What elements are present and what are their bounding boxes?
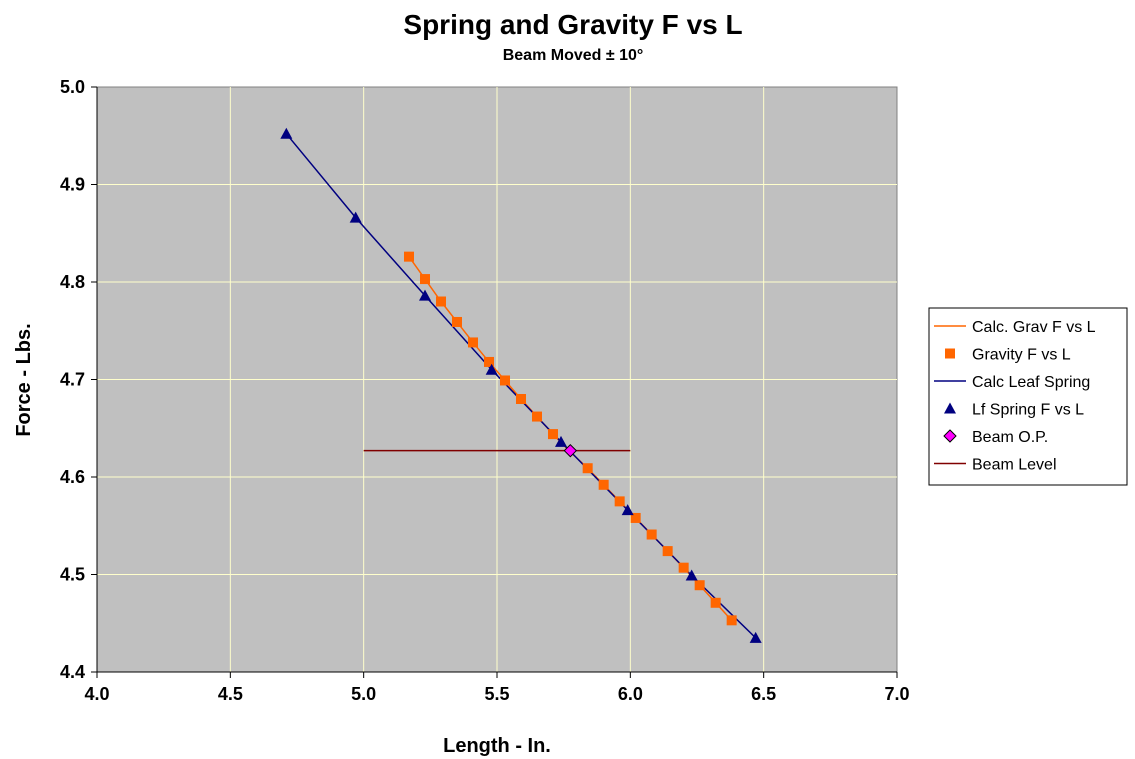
data-point — [420, 274, 430, 285]
y-axis-label: Force - Lbs. — [13, 323, 35, 436]
data-point — [749, 631, 762, 643]
x-tick-label: 6.0 — [618, 684, 643, 704]
x-tick-label: 5.5 — [484, 684, 509, 704]
legend-label: Beam Level — [972, 457, 1057, 474]
legend: Calc. Grav F vs L Gravity F vs L Calc Leaf… — [928, 307, 1128, 486]
data-point — [630, 512, 641, 523]
chart-subtitle: Beam Moved ± 10° — [503, 47, 644, 64]
data-point — [646, 529, 657, 540]
data-point — [685, 569, 698, 581]
x-tick-label: 4.5 — [218, 684, 243, 704]
data-point — [548, 429, 558, 440]
x-tick-label: 6.5 — [751, 684, 776, 704]
data-point — [436, 296, 446, 307]
gridlines — [97, 87, 897, 672]
x-tick-label: 5.0 — [351, 684, 376, 704]
data-point — [468, 337, 478, 348]
series-layer — [280, 127, 762, 643]
y-tick-label: 4.5 — [60, 565, 85, 585]
y-tick-label: 4.9 — [60, 175, 85, 195]
x-tick-label: 7.0 — [884, 684, 909, 704]
legend-label: Gravity F vs L — [972, 347, 1071, 364]
data-point — [621, 504, 634, 516]
x-axis-label: Length - In. — [443, 735, 551, 757]
legend-label: Lf Spring F vs L — [972, 402, 1084, 419]
data-point — [555, 435, 567, 447]
series-1 — [404, 251, 737, 626]
y-tick-label: 5.0 — [60, 77, 85, 97]
data-point — [582, 463, 593, 474]
legend-swatch — [945, 348, 955, 359]
data-point — [500, 375, 510, 386]
tick-labels: 4.0 4.5 5.0 5.5 6.0 6.5 7.0 4.4 4.5 4.6 4.7 4.8 4.9 5… — [60, 77, 910, 704]
data-point — [419, 289, 431, 301]
y-tick-label: 4.6 — [60, 467, 85, 487]
data-point — [710, 597, 721, 608]
data-point — [678, 562, 689, 573]
data-point — [404, 251, 414, 262]
data-point — [726, 615, 737, 626]
data-point — [349, 211, 362, 223]
data-point — [662, 546, 673, 557]
legend-swatch — [943, 429, 957, 443]
legend-box — [928, 307, 1128, 486]
data-point — [484, 356, 494, 367]
series-4 — [563, 443, 578, 458]
data-point — [516, 394, 526, 404]
y-tick-label: 4.8 — [60, 272, 85, 292]
data-point — [563, 443, 578, 458]
x-tick-label: 4.0 — [84, 684, 109, 704]
axes — [91, 86, 898, 678]
data-point — [452, 316, 462, 327]
data-point — [280, 127, 293, 139]
chart-title: Spring and Gravity F vs L — [403, 9, 742, 40]
data-point — [614, 496, 625, 507]
legend-swatch — [944, 402, 956, 414]
data-point — [532, 411, 542, 422]
data-point — [598, 479, 609, 490]
y-tick-label: 4.7 — [60, 370, 85, 390]
y-tick-label: 4.4 — [60, 662, 85, 682]
data-point — [694, 580, 705, 591]
legend-label: Calc Leaf Spring — [972, 374, 1090, 391]
data-point — [485, 363, 498, 375]
series-3 — [280, 127, 762, 643]
legend-label: Beam O.P. — [972, 429, 1048, 446]
legend-label: Calc. Grav F vs L — [972, 319, 1096, 336]
